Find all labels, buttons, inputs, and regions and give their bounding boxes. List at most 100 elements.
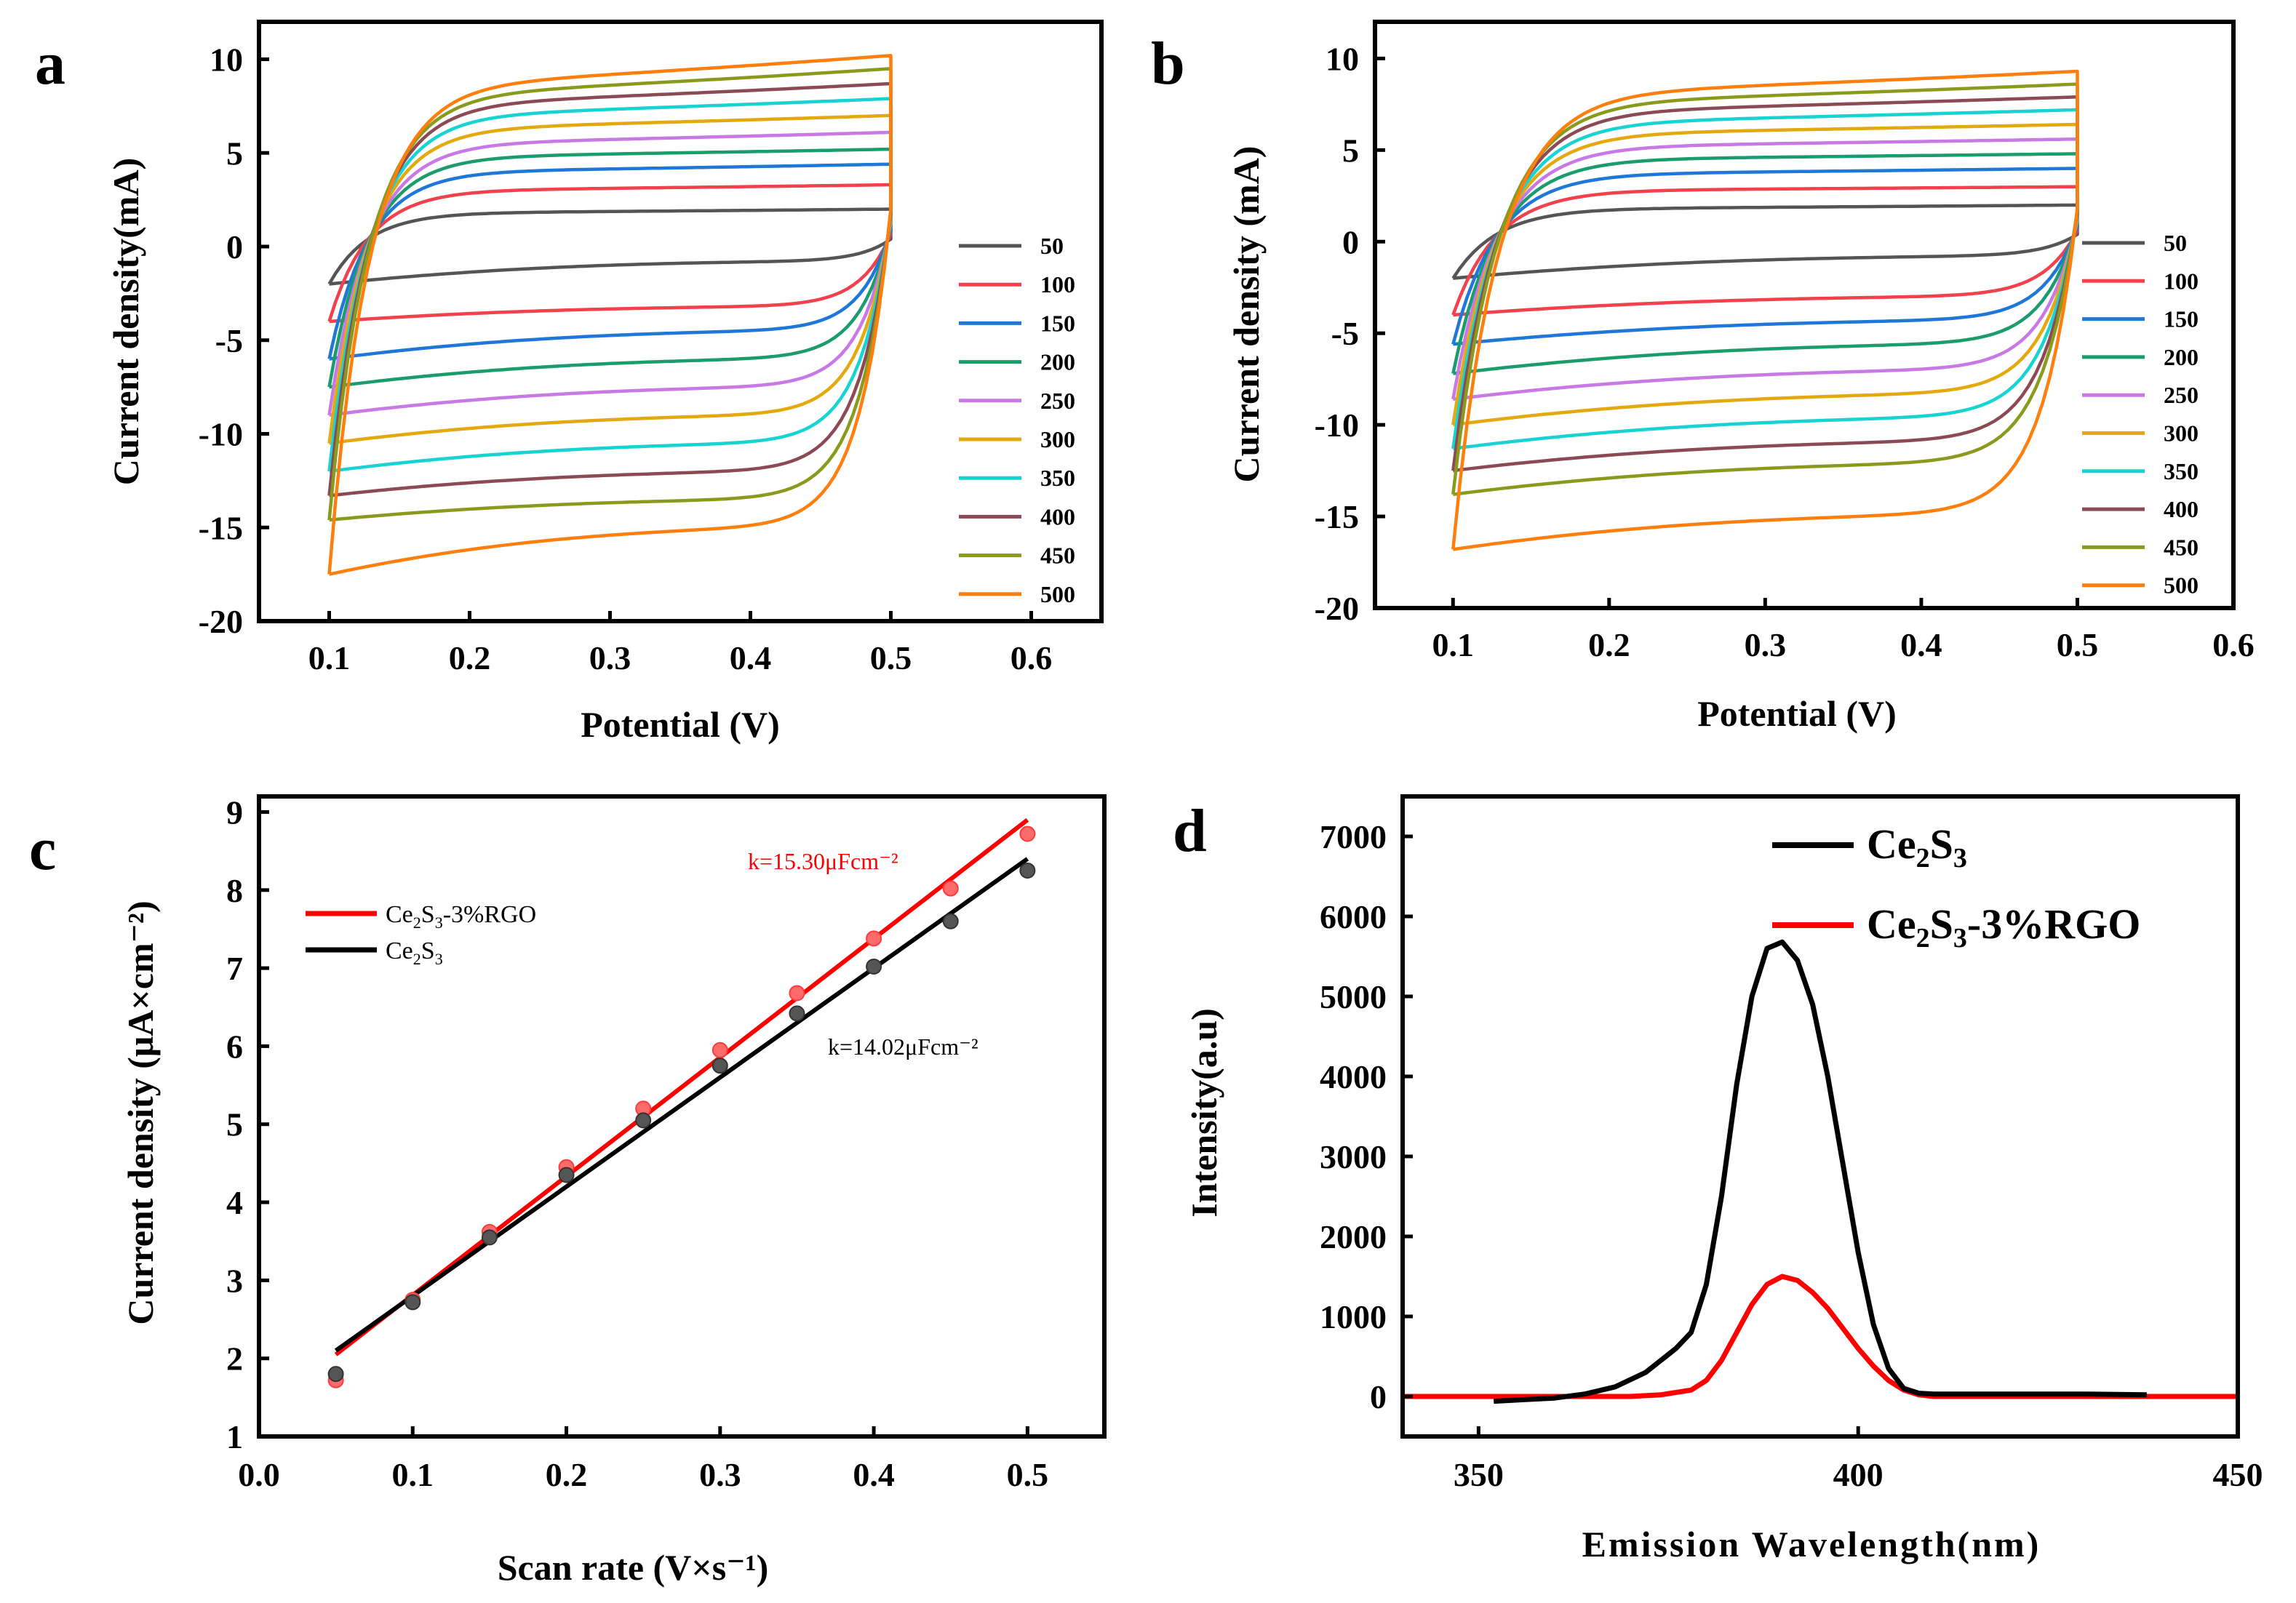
ytick-label-b-2: -10 (1315, 407, 1359, 444)
panel-b-frame (1373, 20, 2236, 610)
cv-curve-a-50 (327, 207, 893, 286)
xtick-label-a-2: 0.3 (589, 639, 631, 676)
legend-label-b-500: 500 (2164, 572, 2199, 599)
legend-label-a-350: 350 (1040, 465, 1075, 491)
ytick-label-c-3: 4 (226, 1184, 243, 1221)
ytick-label-d-1: 1000 (1320, 1298, 1387, 1335)
fit-line-ce2s3 (334, 857, 1029, 1353)
legend-label-b-150: 150 (2164, 306, 2199, 332)
ytick-label-b-4: 0 (1342, 223, 1359, 260)
panel-d: d 350 400 450 0 1000 2000 3000 4000 5000 6000 7000… (1173, 794, 2263, 1564)
legend-label-a-300: 300 (1040, 426, 1075, 452)
panel-a-legend: 50 100 150 200 250 300 350 400 450 500 (959, 233, 1075, 607)
legend-label-b-200: 200 (2164, 344, 2199, 370)
point-ce2s3-3-rgo-8 (942, 880, 959, 897)
ytick-label-d-5: 5000 (1320, 978, 1387, 1015)
point-ce2s3-3-rgo-6 (789, 985, 805, 1002)
legend-label-b-300: 300 (2164, 420, 2199, 447)
annotation-k-rgo: k=15.30μFcm⁻² (748, 848, 898, 874)
point-ce2s3-0 (327, 1366, 344, 1383)
panel-label-b: b (1151, 30, 1185, 97)
cv-curve-a-450 (327, 67, 893, 522)
point-ce2s3-4 (635, 1112, 652, 1129)
xtick-label-b-0: 0.1 (1432, 626, 1475, 663)
point-ce2s3-3-rgo-5 (711, 1042, 728, 1058)
ytick-label-a-4: 0 (226, 228, 243, 265)
legend-label-a-50: 50 (1040, 233, 1064, 259)
ytick-label-c-6: 7 (226, 950, 243, 987)
cv-curve-b-500 (1451, 69, 2079, 551)
point-ce2s3-8 (942, 913, 959, 930)
point-ce2s3-1 (404, 1294, 421, 1311)
xtick-label-d-1: 400 (1833, 1456, 1884, 1493)
point-ce2s3-9 (1019, 862, 1036, 879)
legend-label-b-350: 350 (2164, 458, 2199, 484)
panel-a: a 0.1 0.2 0.3 0.4 0.5 0.6 -20 -15 -10 -5 0 5 10 Pote… (35, 20, 1104, 745)
panel-b-curves (1451, 69, 2079, 551)
legend-label-a-400: 400 (1040, 503, 1075, 529)
point-ce2s3-5 (711, 1058, 728, 1074)
ytick-label-a-5: 5 (226, 135, 243, 172)
ytick-label-b-6: 10 (1326, 40, 1359, 77)
ytick-label-b-1: -15 (1315, 498, 1359, 535)
panel-c-xlabel: Scan rate (V×s⁻¹) (498, 1547, 769, 1588)
ytick-label-b-3: -5 (1331, 315, 1359, 352)
cv-curve-b-50 (1451, 203, 2079, 280)
xtick-label-b-3: 0.4 (1900, 626, 1942, 663)
ytick-label-a-1: -15 (199, 509, 243, 546)
ytick-label-b-0: -20 (1315, 590, 1359, 627)
ytick-label-d-2: 2000 (1320, 1218, 1387, 1255)
legend-label-b-250: 250 (2164, 382, 2199, 408)
xtick-label-a-4: 0.5 (870, 639, 912, 676)
point-ce2s3-7 (866, 958, 882, 975)
ytick-label-a-3: -5 (215, 322, 243, 359)
panel-b-xlabel: Potential (V) (1697, 693, 1897, 734)
point-ce2s3-6 (789, 1005, 805, 1022)
ytick-label-a-2: -10 (199, 416, 243, 453)
legend-label-b-450: 450 (2164, 534, 2199, 560)
panel-d-frame (1400, 794, 2240, 1439)
panel-b-ylabel: Current density (mA) (1226, 146, 1267, 483)
panel-d-plot (1403, 939, 2238, 1404)
ytick-label-d-3: 3000 (1320, 1138, 1387, 1175)
legend-label-a-500: 500 (1040, 581, 1075, 607)
legend-label-b-400: 400 (2164, 496, 2199, 522)
xtick-label-b-5: 0.6 (2212, 626, 2255, 663)
legend-label-b-100: 100 (2164, 268, 2199, 294)
panel-b: b 0.1 0.2 0.3 0.4 0.5 0.6 -20 -15 -10 -5 0 5 10 Pote… (1151, 20, 2255, 734)
point-ce2s3-2 (481, 1229, 498, 1246)
legend-label-a-100: 100 (1040, 271, 1075, 297)
legend-label-ce2s3-rgo-c: Ce2S3-3%RGO (386, 901, 536, 932)
ytick-label-a-0: -20 (199, 603, 243, 640)
panel-b-legend: 50 100 150 200 250 300 350 400 450 500 (2082, 230, 2199, 599)
panel-c-frame (257, 794, 1107, 1439)
ytick-label-d-7: 7000 (1320, 818, 1387, 855)
xtick-label-c-0: 0.0 (238, 1456, 280, 1493)
panel-label-c: c (29, 815, 56, 883)
ytick-label-c-5: 6 (226, 1028, 243, 1065)
fit-line-ce2s3-3-rgo (334, 818, 1029, 1356)
cv-curve-a-250 (327, 130, 893, 417)
panel-c-legend: Ce2S3-3%RGO Ce2S3 (306, 901, 536, 968)
point-ce2s3-3-rgo-7 (866, 930, 882, 947)
ytick-label-d-4: 4000 (1320, 1058, 1387, 1095)
panel-a-ylabel: Current density(mA) (105, 158, 146, 485)
panel-c-ylabel: Current density (μA×cm⁻²) (120, 900, 161, 1324)
ytick-label-c-8: 9 (226, 793, 243, 831)
legend-label-a-150: 150 (1040, 310, 1075, 336)
legend-label-ce2s3-rgo-d: Ce2S3-3%RGO (1867, 900, 2140, 954)
legend-label-a-200: 200 (1040, 349, 1075, 375)
xtick-label-d-2: 450 (2213, 1456, 2263, 1493)
ytick-label-c-1: 2 (226, 1340, 243, 1378)
xtick-label-d-0: 350 (1454, 1456, 1504, 1493)
panel-c: c 0.0 0.1 0.2 0.3 0.4 0.5 1 2 3 4 5 6 7 8 9 Scan rate … (29, 793, 1107, 1588)
panel-d-xlabel: Emission Wavelength(nm) (1582, 1524, 2041, 1564)
panel-a-xlabel: Potential (V) (581, 704, 780, 745)
pl-curve-ce2s3 (1494, 939, 2147, 1404)
xtick-label-b-2: 0.3 (1745, 626, 1787, 663)
xtick-label-a-1: 0.2 (449, 639, 491, 676)
ytick-label-d-0: 0 (1370, 1378, 1387, 1415)
xtick-label-b-1: 0.2 (1588, 626, 1630, 663)
pl-curve-ce2s3-3-rgo (1403, 1274, 2238, 1399)
